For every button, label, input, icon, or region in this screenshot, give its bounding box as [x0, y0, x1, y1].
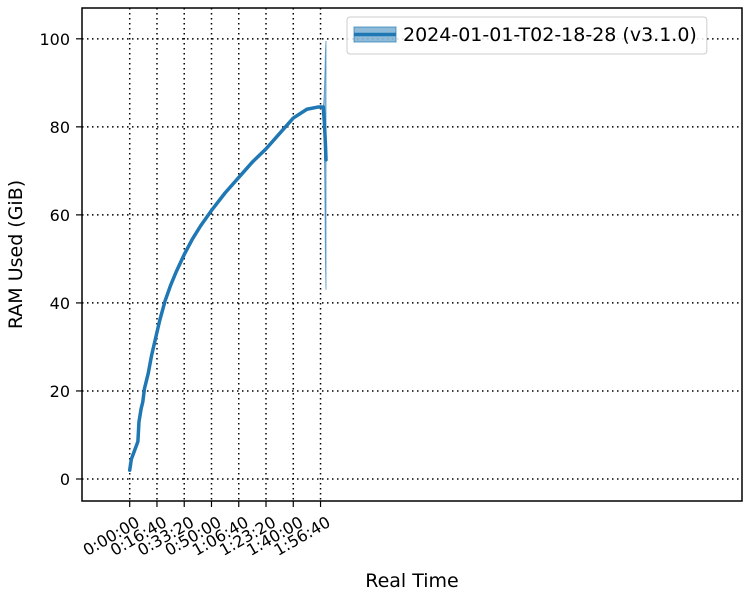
series-bands [322, 40, 327, 290]
series-lines [127, 105, 328, 472]
series-band [322, 40, 327, 290]
grid-lines [82, 8, 742, 501]
legend-label: 2024-01-01-T02-18-28 (v3.1.0) [403, 24, 697, 46]
x-axis-ticks: 0:00:000:16:400:33:200:50:001:06:401:23:… [80, 501, 334, 560]
legend: 2024-01-01-T02-18-28 (v3.1.0) [346, 16, 708, 55]
legend-box [346, 16, 708, 55]
y-tick-label: 20 [50, 382, 70, 401]
y-tick-label: 80 [50, 118, 70, 137]
plot-frame [81, 7, 743, 502]
x-axis-label: Real Time [365, 570, 459, 592]
series-line [127, 105, 328, 472]
y-tick-label: 40 [50, 294, 70, 313]
y-tick-label: 60 [50, 206, 70, 225]
y-axis-label: RAM Used (GiB) [5, 180, 27, 329]
y-tick-label: 0 [60, 470, 70, 489]
y-axis-ticks: 0 20 40 60 80 100 [39, 30, 82, 489]
y-tick-label: 100 [39, 30, 70, 49]
